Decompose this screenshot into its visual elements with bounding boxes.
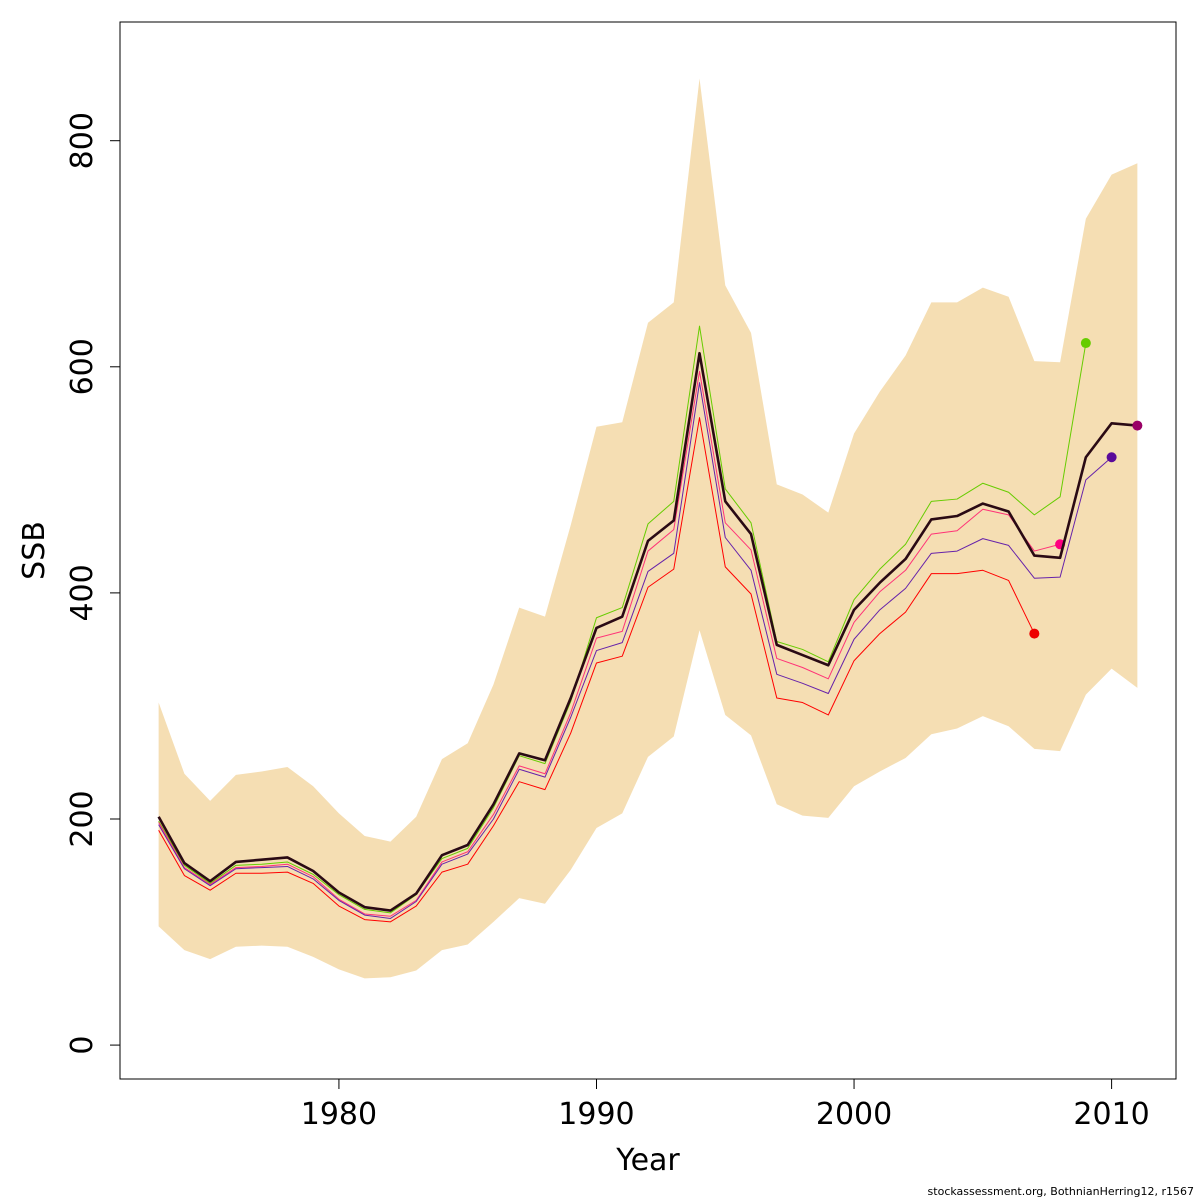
y-tick-label: 400: [65, 564, 100, 621]
y-tick-label: 600: [65, 338, 100, 395]
band-layer: [158, 78, 1138, 979]
pink-retro-line: [158, 370, 1061, 917]
red-retro-line: [158, 417, 1035, 923]
y-axis-label: SSB: [17, 521, 52, 580]
x-tick-label: 1980: [301, 1097, 377, 1132]
x-tick-label: 2010: [1073, 1097, 1149, 1132]
current-assessment-line: [157, 351, 1138, 912]
y-tick-label: 200: [65, 790, 100, 847]
x-tick-label: 2000: [816, 1097, 892, 1132]
green-retro-line: [158, 325, 1087, 914]
purple-retro-line: [158, 382, 1112, 919]
y-tick-label: 0: [65, 1036, 100, 1055]
red-retro-endpoint: [1029, 628, 1040, 639]
purple-retro-endpoint: [1106, 452, 1117, 463]
confidence-band: [158, 78, 1138, 979]
current-assessment-endpoint: [1132, 420, 1143, 431]
green-retro-endpoint: [1080, 338, 1091, 349]
x-axis-label: Year: [615, 1143, 680, 1178]
axis-layer: 1980 1990 2000 2010 0 200 400 600 800: [65, 112, 1150, 1132]
series-layer: [157, 325, 1143, 923]
x-tick-label: 1990: [558, 1097, 634, 1132]
source-credit: stockassessment.org, BothnianHerring12, …: [927, 1185, 1194, 1198]
y-tick-label: 800: [65, 112, 100, 169]
